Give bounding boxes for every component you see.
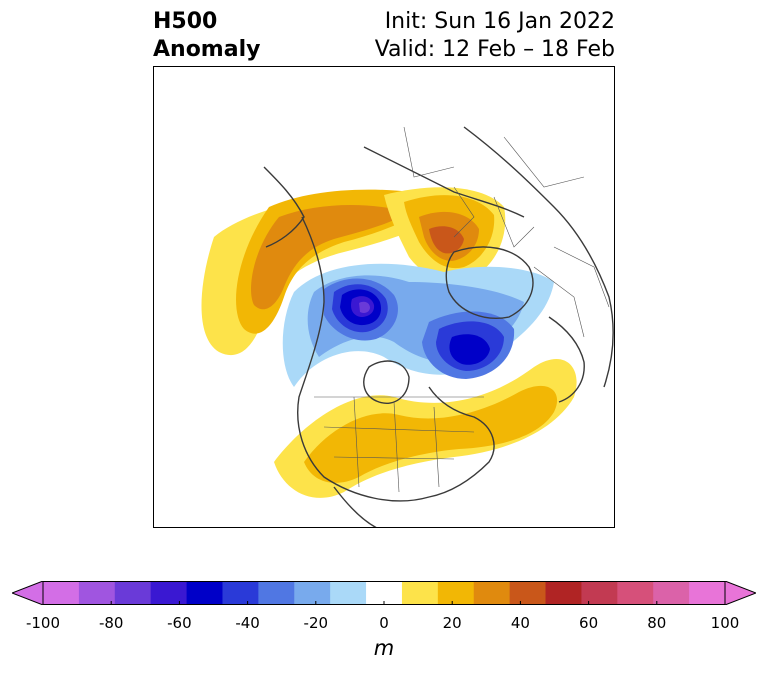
valid-range: Valid: 12 Feb – 18 Feb: [374, 37, 615, 62]
colorbar-segment: [653, 581, 690, 605]
colorbar-tick-label: -60: [167, 614, 192, 632]
colorbar-segment: [509, 581, 547, 605]
ridge-west-north-america: [201, 189, 454, 356]
plot-title: H500 Anomaly: [153, 8, 260, 64]
map-svg: [201, 126, 614, 527]
title-variable: H500: [153, 9, 218, 34]
colorbar-tick-label: 80: [647, 614, 667, 632]
colorbar-svg: [10, 580, 758, 606]
colorbar-extend-low: [10, 580, 44, 606]
ridge-eastern-north-america: [274, 358, 577, 498]
colorbar-extend-high: [724, 580, 758, 606]
colorbar-tick-label: 40: [510, 614, 530, 632]
colorbar-segment: [150, 581, 188, 605]
colorbar-tick-label: 100: [710, 614, 740, 632]
colorbar-segment: [401, 581, 439, 605]
init-date: Init: Sun 16 Jan 2022: [384, 9, 615, 34]
colorbar-segment: [258, 581, 295, 605]
colorbar-segment: [294, 581, 331, 605]
colorbar-tick-label: -80: [98, 614, 124, 632]
colorbar-segment: [186, 581, 223, 605]
colorbar-tick-label: -40: [235, 614, 260, 632]
colorbar: [10, 580, 758, 606]
colorbar-tick-label: 20: [442, 614, 462, 632]
colorbar-tick-label: 0: [379, 614, 389, 632]
coastlines: [263, 126, 614, 527]
colorbar-segment: [43, 581, 80, 605]
anomaly-map: [153, 66, 615, 528]
colorbar-tick-label: -100: [25, 614, 61, 632]
colorbar-segment: [473, 581, 511, 605]
colorbar-segment: [617, 581, 654, 605]
colorbar-segment: [545, 581, 582, 605]
colorbar-segment: [114, 581, 152, 605]
colorbar-tick-label: 60: [579, 614, 599, 632]
colorbar-segment: [78, 581, 116, 605]
date-info: Init: Sun 16 Jan 2022 Valid: 12 Feb – 18…: [375, 8, 615, 64]
colorbar-segment: [689, 581, 726, 605]
trough-arctic: [282, 263, 554, 387]
colorbar-segment: [222, 581, 259, 605]
colorbar-unit-label: m: [373, 636, 395, 660]
colorbar-tick-label: -20: [303, 614, 329, 632]
title-anomaly: Anomaly: [153, 37, 261, 62]
colorbar-segment: [581, 581, 618, 605]
trough-europe: [422, 311, 515, 379]
colorbar-segment: [330, 581, 367, 605]
borders: [314, 126, 610, 493]
colorbar-segment: [437, 581, 475, 605]
